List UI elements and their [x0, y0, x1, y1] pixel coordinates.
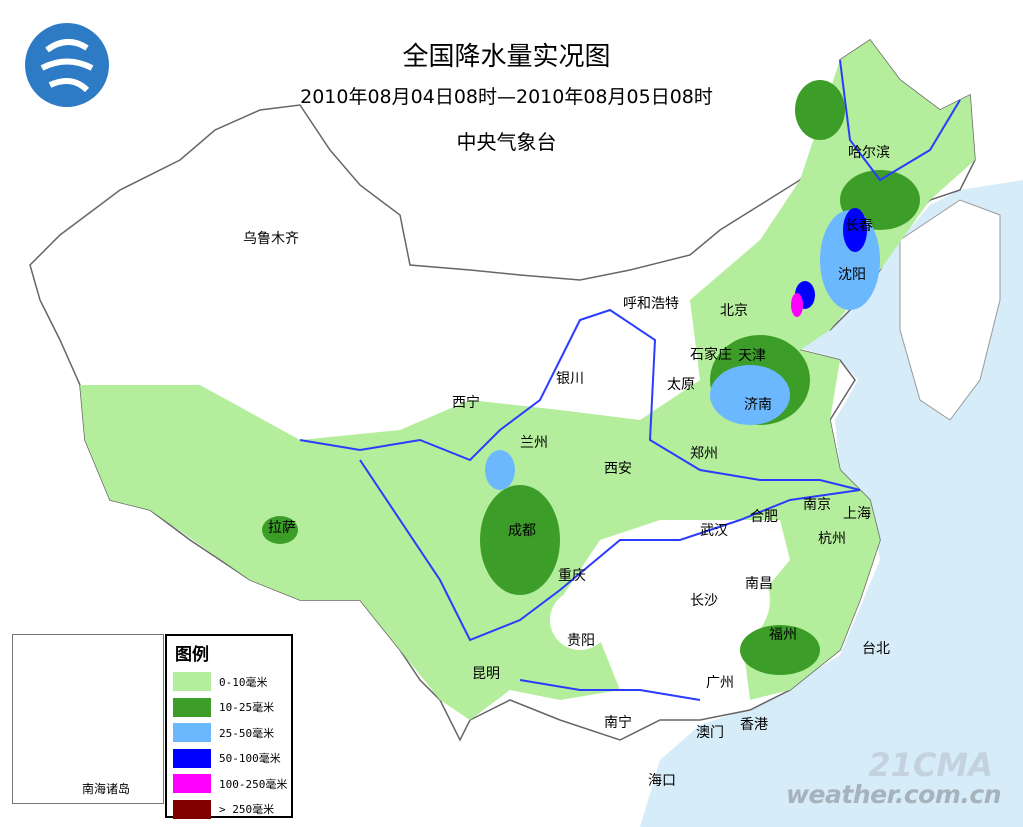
city-label: 重庆: [558, 568, 586, 584]
city-label: 南宁: [604, 715, 632, 731]
legend-title: 图例: [175, 645, 209, 665]
map-title: 全国降水量实况图: [402, 42, 611, 72]
legend-label: 0-10毫米: [219, 675, 268, 689]
legend-swatch: [173, 723, 211, 743]
legend-item: 100-250毫米: [173, 771, 291, 797]
city-label: 南昌: [745, 576, 773, 592]
city-label: 太原: [667, 377, 695, 393]
korea-japan-land: [899, 199, 1001, 421]
city-label: 上海: [843, 506, 871, 522]
city-label: 拉萨: [268, 520, 296, 536]
city-label: 乌鲁木齐: [243, 231, 299, 247]
city-label: 昆明: [472, 666, 500, 682]
legend-item: 10-25毫米: [173, 695, 291, 721]
legend-item: 25-50毫米: [173, 720, 291, 746]
legend-swatch: [173, 774, 211, 794]
city-label: 银川: [556, 371, 584, 387]
city-label: 北京: [720, 303, 748, 319]
legend-label: 10-25毫米: [219, 701, 275, 715]
city-label: 南京: [803, 497, 831, 513]
watermark-21cma: 21CMA: [868, 746, 993, 784]
legend-swatch: [173, 748, 211, 768]
city-label: 香港: [740, 717, 768, 733]
city-label: 杭州: [818, 531, 846, 547]
cma-logo: [25, 23, 109, 107]
rain-areas: [80, 40, 975, 720]
city-label: 长沙: [690, 593, 718, 609]
map-issuer: 中央气象台: [456, 130, 557, 154]
city-label: 石家庄: [690, 347, 732, 363]
city-label: 济南: [744, 397, 772, 413]
city-label: 成都: [508, 523, 536, 539]
legend: 图例 0-10毫米 10-25毫米 25-50毫米 50-100毫米 100-250毫米…: [165, 634, 293, 819]
city-label: 合肥: [750, 509, 778, 525]
city-label: 呼和浩特: [623, 296, 679, 312]
legend-label: 50-100毫米: [219, 752, 281, 766]
city-label: 沈阳: [838, 267, 866, 283]
legend-item: > 250毫米: [173, 797, 291, 823]
city-label: 海口: [648, 773, 676, 789]
city-label: 贵阳: [567, 633, 595, 649]
legend-label: 25-50毫米: [219, 726, 275, 740]
legend-item: 0-10毫米: [173, 669, 291, 695]
city-label: 澳门: [696, 725, 724, 741]
watermark-site: weather.com.cn: [785, 780, 1002, 809]
city-label: 哈尔滨: [848, 145, 890, 161]
city-label: 台北: [862, 641, 890, 657]
map-period: 2010年08月04日08时—2010年08月05日08时: [300, 86, 713, 108]
legend-swatch: [173, 672, 211, 692]
city-label: 西宁: [452, 395, 480, 411]
city-label: 天津: [738, 348, 766, 364]
legend-label: 100-250毫米: [219, 777, 288, 791]
city-label: 郑州: [690, 446, 718, 462]
south-china-sea-inset: [12, 634, 164, 804]
city-label: 长春: [845, 218, 873, 234]
rivers: [299, 59, 961, 701]
city-label: 兰州: [520, 435, 548, 451]
legend-label: > 250毫米: [219, 803, 275, 817]
inset-label: 南海诸岛: [82, 782, 131, 796]
legend-swatch: [173, 697, 211, 717]
city-label: 广州: [706, 675, 734, 691]
city-label: 武汉: [700, 523, 728, 539]
legend-swatch: [173, 799, 211, 819]
city-label: 福州: [769, 627, 797, 643]
city-label: 西安: [604, 461, 632, 477]
legend-item: 50-100毫米: [173, 746, 291, 772]
